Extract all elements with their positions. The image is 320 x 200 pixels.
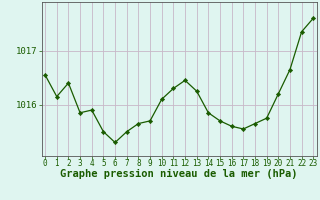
X-axis label: Graphe pression niveau de la mer (hPa): Graphe pression niveau de la mer (hPa) [60, 169, 298, 179]
